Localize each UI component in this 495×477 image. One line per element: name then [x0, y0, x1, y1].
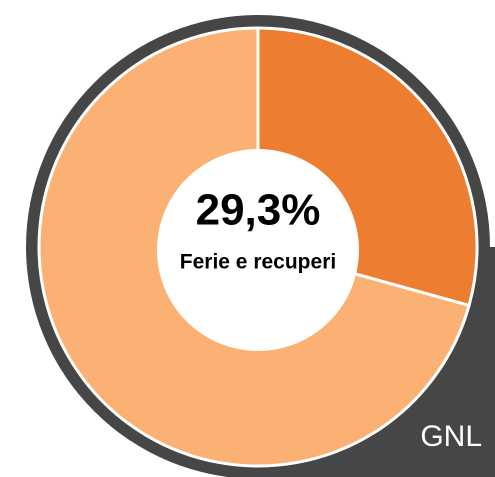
- center-value: 29,3%: [196, 186, 321, 235]
- corner-label: GNL: [420, 420, 482, 453]
- center-label: Ferie e recuperi: [180, 251, 336, 274]
- donut-hole: [157, 149, 359, 351]
